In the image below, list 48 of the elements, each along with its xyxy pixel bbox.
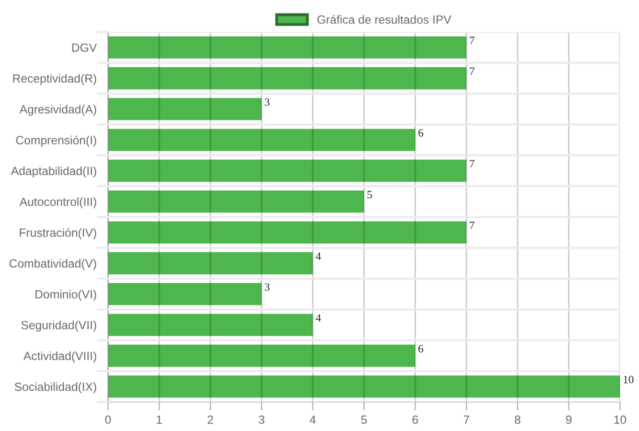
bar	[108, 190, 364, 213]
y-tick-label: Agresividad(A)	[19, 104, 96, 116]
data-label: 6	[418, 129, 424, 137]
y-tick-label: Dominio(VI)	[36, 290, 96, 301]
x-tick-label: 6	[412, 416, 418, 424]
data-label: 7	[470, 68, 474, 75]
x-tick-label: 10	[614, 416, 626, 424]
y-tick-label: Seguridad(VII)	[21, 320, 96, 332]
bar	[108, 160, 466, 182]
data-label: 3	[264, 98, 270, 106]
legend-label: Gráfica de resultados IPV	[317, 14, 452, 24]
bar	[108, 375, 620, 398]
x-tick-label: 3	[258, 416, 264, 424]
bar	[108, 221, 466, 244]
data-label: 4	[316, 252, 321, 260]
x-tick-label: 4	[310, 416, 316, 424]
y-tick-label: Actividad(VIII)	[23, 351, 96, 362]
x-tick-label: 8	[514, 416, 520, 424]
data-label: 4	[316, 314, 321, 322]
bar	[108, 282, 262, 306]
data-label: 6	[418, 345, 424, 352]
bar	[108, 67, 466, 90]
data-label: 7	[470, 222, 474, 230]
bar	[108, 252, 313, 274]
y-tick-label: Combatividad(V)	[10, 258, 96, 270]
y-tick-label: Adaptabilidad(II)	[10, 166, 96, 178]
data-label: 7	[470, 160, 474, 168]
x-tick-label: 1	[156, 416, 162, 424]
x-tick-label: 9	[566, 416, 572, 424]
x-tick-label: 0	[105, 416, 111, 424]
y-tick-label: Sociabilidad(IX)	[14, 382, 96, 394]
bar	[108, 344, 416, 367]
data-label: 7	[470, 36, 474, 44]
x-tick-label: 2	[208, 416, 214, 424]
y-tick-label: Receptividad(R)	[13, 74, 96, 85]
bar	[108, 314, 313, 336]
bar	[108, 128, 416, 152]
y-tick-label: DGV	[72, 43, 97, 52]
bar	[108, 36, 466, 59]
data-label: 10	[624, 376, 634, 384]
data-label: 3	[264, 283, 270, 291]
bar	[108, 98, 262, 120]
y-tick-label: Frustración(IV)	[20, 228, 96, 240]
data-label: 5	[367, 190, 372, 198]
x-tick-label: 5	[361, 416, 367, 424]
x-tick-label: 7	[464, 416, 470, 424]
y-tick-label: Autocontrol(III)	[19, 197, 96, 208]
y-tick-label: Comprensión(I)	[16, 136, 96, 147]
